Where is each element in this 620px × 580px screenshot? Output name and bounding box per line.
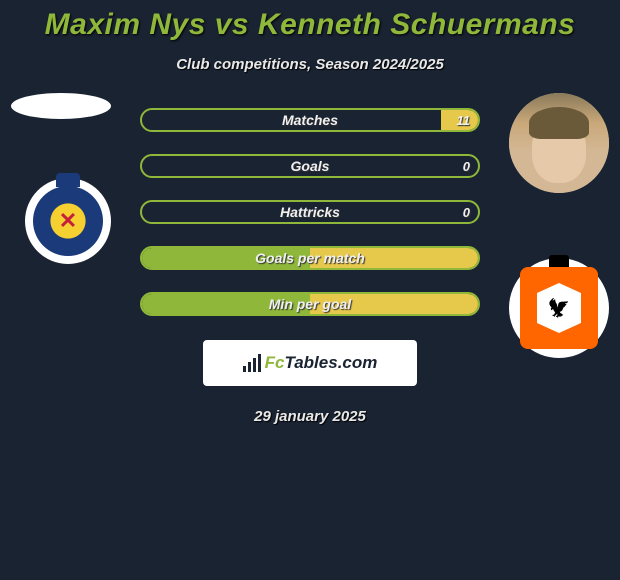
- stat-row: Goals per match: [140, 246, 480, 270]
- player-photo-right: [509, 93, 609, 193]
- comparison-subtitle: Club competitions, Season 2024/2025: [0, 56, 620, 73]
- stats-area: Matches 11 Goals 0 Hattricks 0 Goals per match…: [0, 108, 620, 316]
- stat-label: Goals: [291, 158, 330, 174]
- stat-label: Min per goal: [269, 296, 351, 312]
- brand-box[interactable]: FcTables.com: [203, 340, 417, 386]
- stat-label: Hattricks: [280, 204, 340, 220]
- bars-icon: [243, 354, 261, 372]
- stat-label: Goals per match: [255, 250, 365, 266]
- stat-value-right: 0: [463, 159, 470, 174]
- stat-row: Matches 11: [140, 108, 480, 132]
- club-badge-left: [33, 186, 103, 256]
- stat-value-right: 11: [457, 113, 471, 128]
- brand-text: FcTables.com: [265, 353, 378, 373]
- crown-icon: [549, 255, 569, 267]
- player-photo-left: [11, 93, 111, 119]
- stat-rows: Matches 11 Goals 0 Hattricks 0 Goals per match…: [140, 108, 480, 316]
- stat-label: Matches: [282, 112, 338, 128]
- club-logo-left: [25, 178, 111, 264]
- stat-value-right: 0: [463, 205, 470, 220]
- stat-row: Hattricks 0: [140, 200, 480, 224]
- club-logo-right: [509, 258, 609, 358]
- player-face-placeholder: [509, 93, 609, 193]
- club-badge-right: [520, 267, 598, 349]
- comparison-date: 29 january 2025: [0, 408, 620, 425]
- comparison-title: Maxim Nys vs Kenneth Schuermans: [0, 8, 620, 42]
- stat-row: Goals 0: [140, 154, 480, 178]
- stat-row: Min per goal: [140, 292, 480, 316]
